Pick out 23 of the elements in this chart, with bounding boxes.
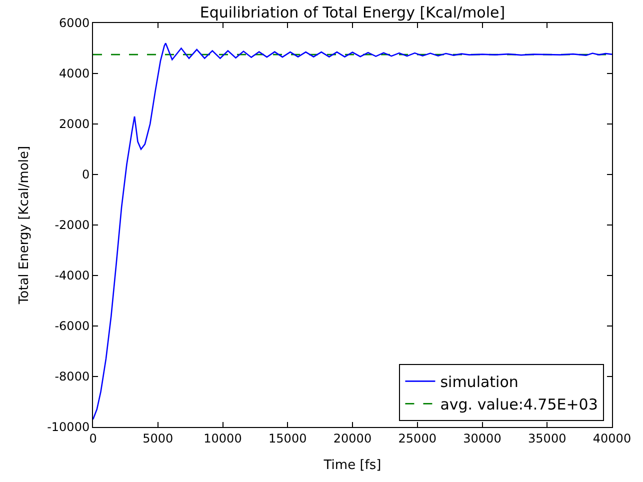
x-tick-label: 35000: [528, 431, 566, 446]
x-tick-label: 40000: [592, 431, 632, 446]
x-tick-label: 20000: [333, 431, 372, 446]
x-tick-label: 10000: [204, 431, 242, 446]
y-tick-label: 4000: [59, 66, 90, 81]
x-tick-label: 15000: [268, 431, 307, 446]
y-tick-label: 0: [82, 168, 90, 182]
legend-label: avg. value:4.75E+03: [440, 396, 598, 414]
x-tick-label: 30000: [463, 431, 502, 446]
legend-label: simulation: [440, 373, 518, 392]
y-tick-label: -8000: [54, 370, 90, 384]
y-tick-label: 6000: [59, 16, 90, 30]
y-tick-label: -10000: [47, 420, 90, 434]
y-tick-label: -4000: [54, 268, 90, 283]
x-axis-title: Time [fs]: [322, 458, 382, 473]
line-series: [93, 42, 612, 420]
y-axis-title: Total Energy [Kcal/mole]: [17, 146, 32, 306]
y-tick-label: -2000: [54, 218, 90, 232]
x-tick-label: 25000: [398, 431, 436, 446]
y-tick-label: -6000: [54, 319, 90, 334]
y-tick-label: 2000: [59, 117, 90, 132]
chart-title: Equilibriation of Total Energy [Kcal/mole]: [200, 3, 506, 22]
x-tick-label: 5000: [142, 431, 174, 446]
